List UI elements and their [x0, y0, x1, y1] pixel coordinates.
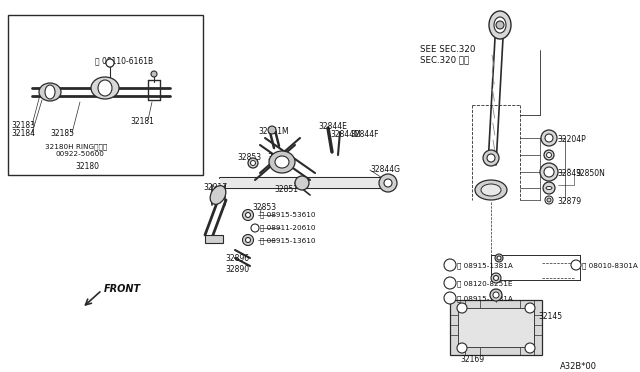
Circle shape: [243, 209, 253, 221]
Circle shape: [483, 150, 499, 166]
Circle shape: [248, 158, 258, 168]
Ellipse shape: [475, 180, 507, 200]
Text: 32844G: 32844G: [370, 165, 400, 174]
Ellipse shape: [546, 186, 552, 189]
Circle shape: [444, 277, 456, 289]
Bar: [205, 235, 223, 243]
Circle shape: [544, 150, 554, 160]
Text: 32844E: 32844E: [318, 122, 347, 131]
Text: Ⓝ 08915-1381A: Ⓝ 08915-1381A: [457, 295, 513, 302]
Circle shape: [545, 134, 553, 142]
Circle shape: [246, 212, 250, 218]
Bar: [458, 308, 534, 347]
Text: B: B: [447, 279, 451, 285]
Ellipse shape: [481, 184, 501, 196]
Bar: [450, 300, 542, 355]
Circle shape: [444, 292, 456, 304]
Circle shape: [457, 343, 467, 353]
Circle shape: [457, 303, 467, 313]
Text: 32145: 32145: [538, 312, 562, 321]
Bar: [8, 15, 203, 175]
Ellipse shape: [494, 17, 506, 33]
Circle shape: [106, 59, 114, 67]
Circle shape: [495, 254, 503, 262]
Circle shape: [490, 289, 502, 301]
Text: M: M: [446, 262, 452, 266]
Text: 32844F: 32844F: [350, 130, 378, 139]
Text: SEE SEC.320
SEC.320 参照: SEE SEC.320 SEC.320 参照: [420, 45, 476, 64]
Text: 32853: 32853: [237, 153, 261, 162]
Text: 32184: 32184: [11, 129, 35, 138]
Circle shape: [541, 130, 557, 146]
Circle shape: [493, 276, 499, 280]
Circle shape: [493, 292, 499, 298]
Text: 32169: 32169: [460, 355, 484, 364]
Circle shape: [540, 163, 558, 181]
Text: V: V: [447, 295, 451, 299]
Ellipse shape: [39, 83, 61, 101]
Circle shape: [384, 179, 392, 187]
Text: Ⓜ 08915-53610: Ⓜ 08915-53610: [260, 211, 316, 218]
Text: Ⓑ 08010-8301A: Ⓑ 08010-8301A: [582, 262, 638, 269]
Circle shape: [525, 343, 535, 353]
Circle shape: [545, 196, 553, 204]
Circle shape: [547, 153, 552, 157]
Circle shape: [379, 174, 397, 192]
Text: 32849: 32849: [557, 169, 581, 178]
Ellipse shape: [98, 80, 112, 96]
Text: 32852: 32852: [267, 153, 291, 162]
Text: 00922-50600: 00922-50600: [55, 151, 104, 157]
Circle shape: [543, 182, 555, 194]
Text: Ⓝ 08911-20610: Ⓝ 08911-20610: [260, 224, 316, 231]
Circle shape: [571, 260, 581, 270]
Ellipse shape: [45, 85, 55, 99]
Text: 32850N: 32850N: [575, 169, 605, 178]
Text: 32890: 32890: [225, 265, 249, 274]
Text: Ⓑ 08120-8251E: Ⓑ 08120-8251E: [457, 280, 513, 286]
Circle shape: [151, 71, 157, 77]
Text: 32896: 32896: [225, 254, 249, 263]
Text: B: B: [573, 262, 577, 266]
Circle shape: [295, 176, 309, 190]
Text: 32204P: 32204P: [557, 135, 586, 144]
Bar: [220, 178, 390, 188]
Text: 32844M: 32844M: [330, 130, 361, 139]
Ellipse shape: [210, 186, 226, 204]
Circle shape: [268, 126, 276, 134]
Text: 32853: 32853: [252, 203, 276, 212]
Circle shape: [496, 21, 504, 29]
Ellipse shape: [269, 151, 295, 173]
Circle shape: [250, 160, 255, 166]
Text: 32180H RINGリング: 32180H RINGリング: [45, 143, 108, 150]
Text: 32183: 32183: [11, 121, 35, 130]
Circle shape: [444, 259, 456, 271]
Circle shape: [251, 224, 259, 232]
Text: 32851: 32851: [274, 185, 298, 194]
Text: Ⓑ 08110-6161B: Ⓑ 08110-6161B: [95, 56, 153, 65]
Text: 32181: 32181: [130, 117, 154, 126]
Circle shape: [491, 273, 501, 283]
Circle shape: [246, 237, 250, 243]
Circle shape: [243, 234, 253, 246]
Text: 32917: 32917: [203, 183, 227, 192]
Text: FRONT: FRONT: [104, 284, 141, 294]
Text: 32180: 32180: [75, 162, 99, 171]
Text: A32B*00: A32B*00: [560, 362, 597, 371]
Ellipse shape: [489, 11, 511, 39]
Circle shape: [497, 256, 501, 260]
Text: 32879: 32879: [557, 197, 581, 206]
Text: Ⓜ 08915-13610: Ⓜ 08915-13610: [260, 237, 316, 244]
Text: 32851M: 32851M: [258, 127, 289, 136]
Text: 32185: 32185: [50, 129, 74, 138]
Circle shape: [544, 167, 554, 177]
Ellipse shape: [91, 77, 119, 99]
Text: Ⓜ 08915-1381A: Ⓜ 08915-1381A: [457, 262, 513, 269]
Circle shape: [106, 59, 114, 67]
Ellipse shape: [275, 156, 289, 168]
Circle shape: [547, 198, 551, 202]
Circle shape: [487, 154, 495, 162]
Circle shape: [525, 303, 535, 313]
